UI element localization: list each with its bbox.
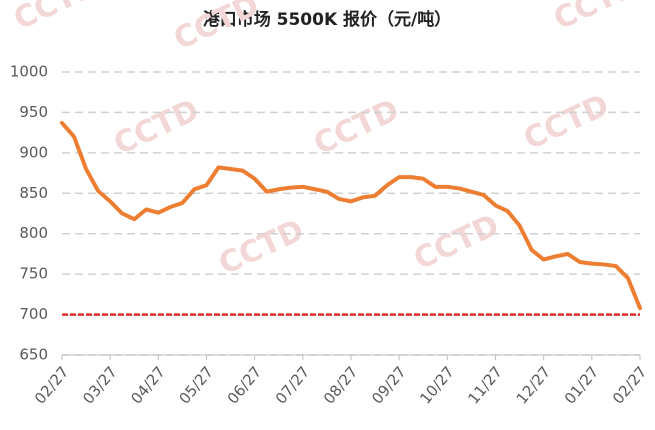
watermark: CCTD — [9, 0, 105, 37]
x-tick-label: 10/27 — [416, 363, 458, 408]
x-tick-label: 04/27 — [127, 363, 169, 408]
x-tick-label: 07/27 — [272, 363, 314, 408]
y-tick-label: 1000 — [10, 63, 48, 81]
watermark: CCTD — [309, 93, 405, 163]
watermark: CCTD — [109, 93, 205, 163]
x-tick-label: 05/27 — [175, 363, 217, 408]
x-tick-label: 09/27 — [368, 363, 410, 408]
y-tick-label: 900 — [19, 143, 48, 161]
y-tick-label: 950 — [19, 103, 48, 121]
x-tick-label: 12/27 — [513, 363, 555, 408]
y-tick-label: 800 — [19, 224, 48, 242]
x-tick-label: 02/27 — [609, 363, 651, 408]
y-tick-label: 850 — [19, 184, 48, 202]
x-tick-label: 06/27 — [224, 363, 266, 408]
x-tick-label: 03/27 — [79, 363, 121, 408]
x-tick-label: 01/27 — [561, 363, 603, 408]
x-tick-label: 02/27 — [31, 363, 73, 408]
x-tick-label: 11/27 — [464, 363, 506, 408]
watermark: CCTD — [214, 213, 310, 283]
watermark: CCTD — [549, 0, 645, 37]
y-tick-label: 700 — [19, 305, 48, 323]
watermark: CCTD — [519, 88, 615, 158]
x-tick-label: 08/27 — [320, 363, 362, 408]
y-tick-label: 750 — [19, 265, 48, 283]
y-tick-label: 650 — [19, 346, 48, 364]
line-series — [60, 120, 642, 311]
watermark: CCTD — [409, 208, 505, 278]
chart-title: 港口市场 5500K 报价（元/吨） — [203, 9, 452, 30]
